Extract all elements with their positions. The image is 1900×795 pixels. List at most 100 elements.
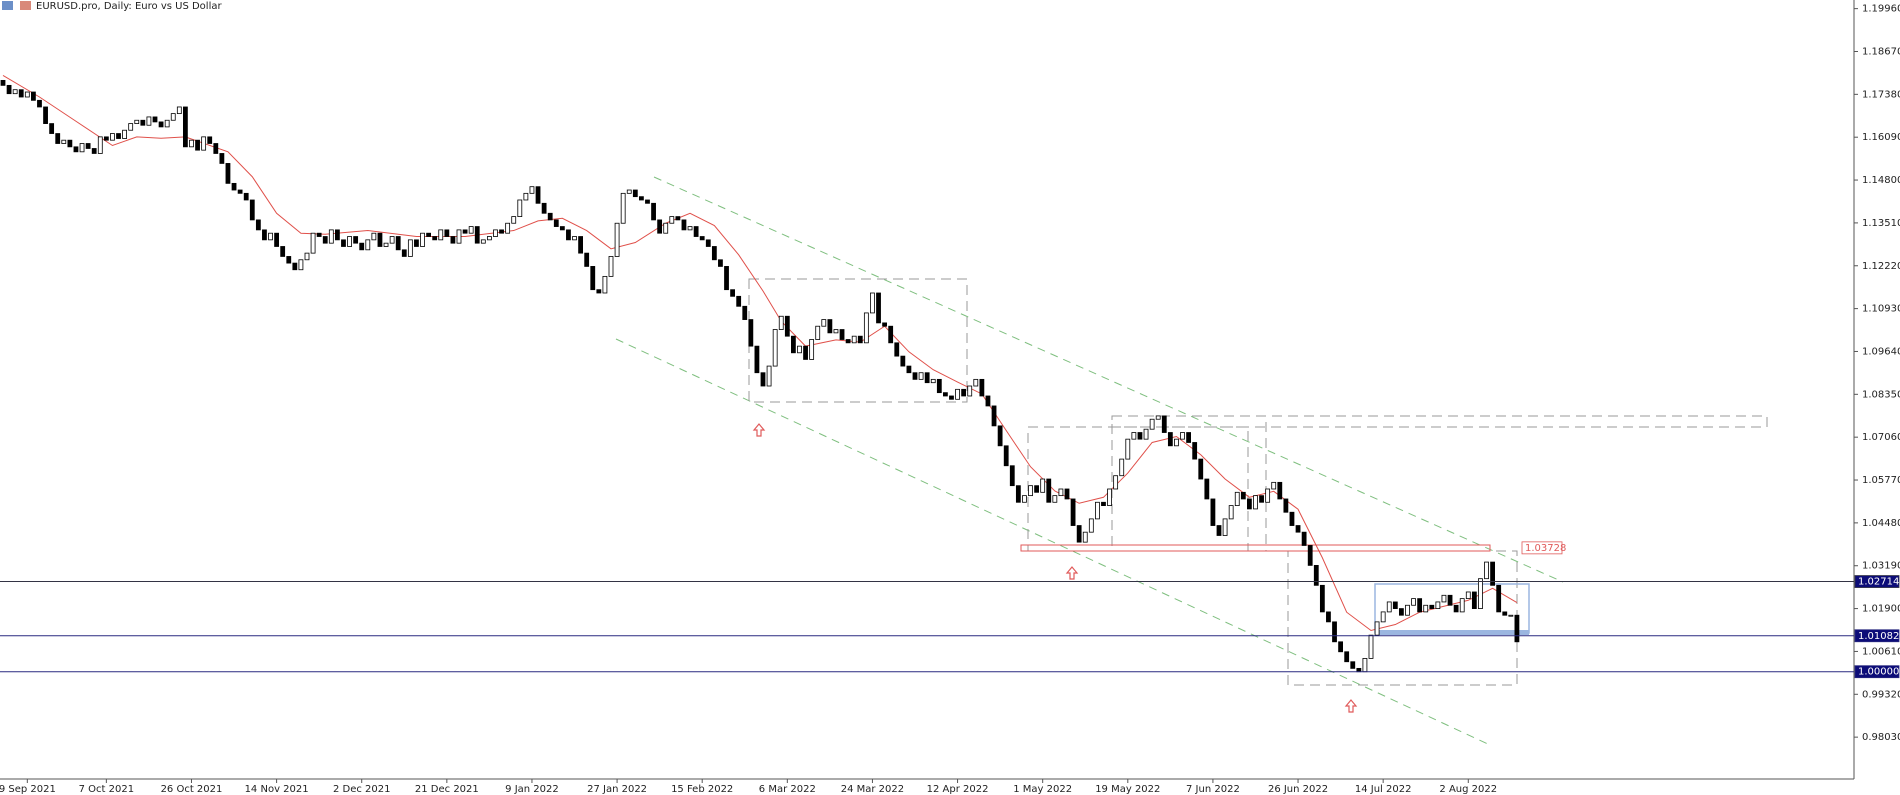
y-tick-label: 1.10930 xyxy=(1862,304,1900,315)
candle-body xyxy=(493,229,498,237)
candle-body xyxy=(438,229,444,241)
candle-body xyxy=(754,345,760,374)
candle-body xyxy=(687,226,693,231)
candle-body xyxy=(1326,611,1331,623)
candle-body xyxy=(1192,442,1198,460)
box xyxy=(748,278,968,403)
x-tick-label: 2 Dec 2021 xyxy=(333,784,391,795)
candle-body xyxy=(517,199,523,217)
candle-body xyxy=(584,252,590,267)
candle-body xyxy=(395,236,401,251)
candle-body xyxy=(784,315,790,337)
candle-body xyxy=(1259,495,1264,503)
x-tick-label: 7 Jun 2022 xyxy=(1186,784,1240,795)
candle-body xyxy=(201,136,207,151)
y-tick-label: 1.14800 xyxy=(1862,175,1900,186)
candle-body xyxy=(1265,488,1271,503)
candle-body xyxy=(675,216,681,221)
candle-body xyxy=(626,189,632,194)
candle-body xyxy=(1277,481,1283,500)
candle-body xyxy=(1465,591,1471,600)
up-arrow xyxy=(1344,699,1358,713)
candle-body xyxy=(383,242,389,247)
candle-body xyxy=(985,395,991,407)
candle-body xyxy=(1222,518,1228,536)
range-band xyxy=(1375,630,1529,635)
candle-body xyxy=(651,202,656,221)
candle-body xyxy=(1216,525,1222,536)
candle-body xyxy=(1040,478,1046,493)
candle-body xyxy=(663,222,669,234)
candle-body xyxy=(401,249,407,257)
candle-body xyxy=(116,133,121,139)
candle-body xyxy=(1003,445,1009,467)
x-tick-label: 9 Jan 2022 xyxy=(505,784,559,795)
candle-body xyxy=(347,236,352,247)
price-label-box xyxy=(1854,665,1900,679)
candle-body xyxy=(262,229,267,241)
candle-body xyxy=(414,239,419,247)
candle-body xyxy=(30,91,36,101)
candle-body xyxy=(1399,608,1404,616)
candle-body xyxy=(219,153,225,164)
candle-body xyxy=(742,305,748,320)
candle-body xyxy=(900,355,906,367)
candle-body xyxy=(1119,458,1125,477)
candle-body xyxy=(797,345,802,354)
candle-body xyxy=(164,119,170,128)
candle-body xyxy=(930,378,936,384)
candle-body xyxy=(1247,498,1252,510)
candle-body xyxy=(632,189,638,198)
x-tick-label: 14 Nov 2021 xyxy=(245,784,309,795)
candle-body xyxy=(693,226,699,237)
candle-body xyxy=(1368,634,1374,659)
candle-body xyxy=(480,239,486,244)
candle-body xyxy=(1386,601,1392,613)
candle-body xyxy=(876,292,881,324)
candle-body xyxy=(334,229,340,241)
candle-body xyxy=(857,335,863,344)
candle-body xyxy=(669,216,675,224)
price-label: 1.00000 xyxy=(1858,667,1899,678)
candle-body xyxy=(1411,598,1416,606)
candle-body xyxy=(839,329,845,340)
candle-body xyxy=(365,239,371,251)
candle-body xyxy=(407,239,413,257)
candle-body xyxy=(146,116,152,126)
candle-body xyxy=(1417,598,1423,613)
trend-line xyxy=(615,338,1491,746)
y-tick-label: 1.05770 xyxy=(1862,475,1900,486)
candle-body xyxy=(1088,518,1094,533)
candle-body xyxy=(176,106,182,115)
y-tick-label: 1.07060 xyxy=(1862,432,1900,443)
candle-body xyxy=(943,392,948,397)
candle-body xyxy=(1447,594,1453,606)
candle-body xyxy=(991,405,997,427)
candle-body xyxy=(748,319,754,347)
y-tick-label: 1.13510 xyxy=(1862,218,1900,229)
candle-body xyxy=(444,229,450,237)
candle-body xyxy=(341,239,346,247)
candle-body xyxy=(639,196,644,201)
candle-body xyxy=(1064,488,1070,500)
candle-body xyxy=(140,119,146,126)
candle-body xyxy=(298,259,304,271)
candle-body xyxy=(152,116,158,123)
candle-body xyxy=(1070,498,1076,526)
candle-body xyxy=(590,266,596,291)
candle-body xyxy=(1107,488,1112,507)
candle-body xyxy=(0,79,6,86)
candle-body xyxy=(6,84,12,95)
candle-body xyxy=(1350,661,1356,669)
candle-body xyxy=(189,139,194,148)
candle-body xyxy=(49,123,55,134)
candle-body xyxy=(1113,475,1119,490)
candle-body xyxy=(1052,495,1058,503)
candle-body xyxy=(1307,545,1313,566)
candle-body xyxy=(973,378,979,387)
candle-body xyxy=(912,372,918,380)
candle-body xyxy=(602,275,608,294)
candle-body xyxy=(420,232,425,247)
candle-body xyxy=(73,146,79,153)
candle-body xyxy=(1095,501,1100,520)
